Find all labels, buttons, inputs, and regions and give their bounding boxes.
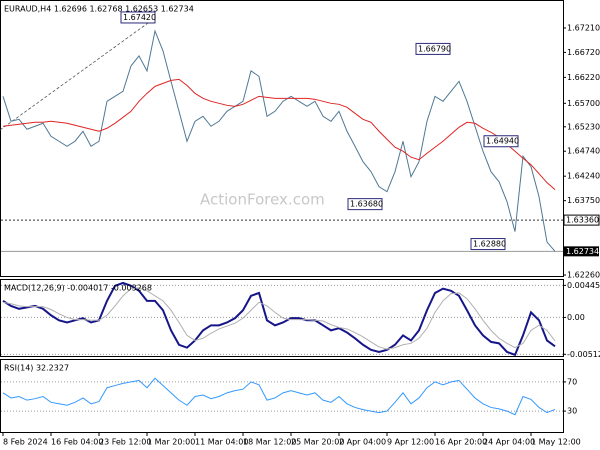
trend-line (0, 17, 156, 131)
x-tick-label: 1 Mar 20:00 (147, 438, 195, 447)
price-label: 1.66790 (418, 44, 451, 53)
price-label: 1.64940 (486, 137, 519, 146)
price-label-box (415, 42, 451, 55)
price-label: 1.63680 (350, 200, 383, 209)
y-tick-label: -0.005128 (567, 350, 600, 359)
last-price-box (564, 246, 599, 257)
y-tick-label: 1.62260 (567, 271, 600, 280)
price-panel (0, 0, 564, 277)
price-label-box (483, 135, 519, 148)
price-label: 1.62880 (473, 240, 506, 249)
y-tick-label: 30 (567, 407, 577, 416)
y-tick-label: 1.65230 (567, 122, 600, 131)
y-tick-label: 0.004456 (567, 281, 600, 290)
x-tick-label: 18 Mar 12:00 (243, 438, 296, 447)
level-label: 1.63360 (566, 216, 599, 225)
x-tick-label: 24 Apr 04:00 (483, 438, 535, 447)
price-label-box (470, 238, 506, 251)
series-line (2, 29, 556, 252)
x-tick-label: 11 Mar 04:00 (195, 438, 248, 447)
x-tick-label: 9 Apr 12:00 (387, 438, 434, 447)
price-label-box (120, 11, 156, 24)
y-tick-label: 70 (567, 377, 577, 386)
y-tick-label: 1.63750 (567, 196, 600, 205)
x-tick-label: 16 Apr 20:00 (435, 438, 487, 447)
x-tick-label: 8 Feb 2024 (3, 438, 48, 447)
price-label-box (347, 198, 383, 211)
x-tick-label: 2 Apr 04:00 (339, 438, 386, 447)
x-tick-label: 23 Feb 12:00 (99, 438, 151, 447)
price-label: 1.67420 (123, 13, 156, 22)
x-tick-label: 16 Feb 04:00 (51, 438, 103, 447)
last-price-label: 1.62734 (566, 247, 599, 256)
y-tick-label: 0.00 (567, 313, 585, 322)
watermark: ActionForex.com (200, 191, 325, 209)
panel-title: EURAUD,H4 1.62696 1.62768 1.62653 1.6273… (4, 5, 194, 14)
panel-title: RSI(14) 32.2327 (4, 364, 69, 373)
y-tick-label: 1.64240 (567, 172, 600, 181)
series-line (2, 377, 556, 416)
y-tick-label: 1.66720 (567, 48, 600, 57)
level-box (563, 214, 600, 226)
x-tick-label: 1 May 12:00 (531, 438, 581, 447)
series-line (2, 281, 556, 357)
rsi-panel (0, 359, 564, 433)
macd-panel (0, 279, 564, 357)
y-tick-label: 1.67210 (567, 23, 600, 32)
y-tick-label: 1.65700 (567, 99, 600, 108)
series-line (2, 78, 556, 191)
x-tick-label: 25 Mar 20:00 (291, 438, 344, 447)
series-line (2, 287, 556, 350)
y-tick-label: 1.66220 (567, 73, 600, 82)
panel-title: MACD(12,26,9) -0.004017 -0.003268 (4, 284, 152, 293)
y-tick-label: 1.64740 (567, 147, 600, 156)
